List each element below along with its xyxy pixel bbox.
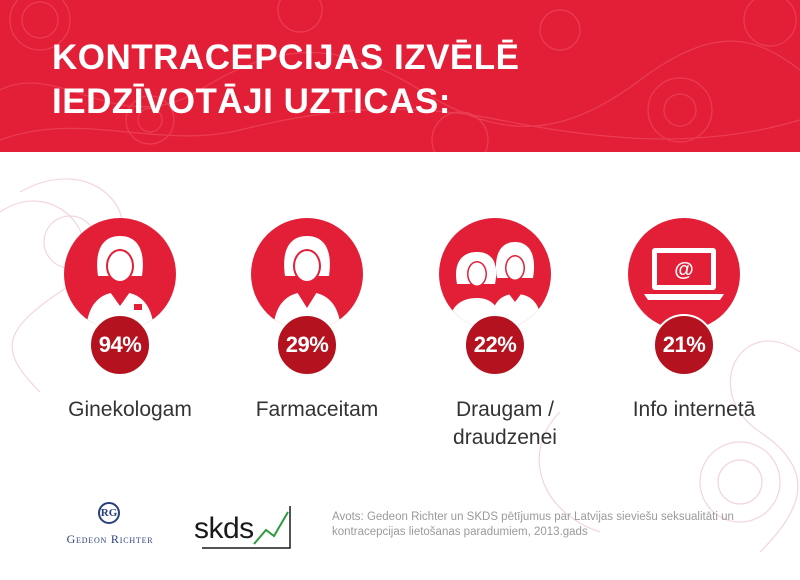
source-line-1: Avots: Gedeon Richter un SKDS pētījumus … [332,511,734,523]
value-badge: 29% [276,314,338,376]
value-badge: 21% [653,314,715,376]
page-title: KONTRACEPCIJAS IZVĒLĒ IEDZĪVOTĀJI UZTICA… [52,36,752,124]
banner-ornament [0,0,800,152]
laptop-icon: @ [628,218,740,330]
gedeon-richter-name: Gedeon Richter [66,532,154,546]
header-banner: KONTRACEPCIJAS IZVĒLĒ IEDZĪVOTĀJI UZTICA… [0,0,800,152]
value-badge: 94% [89,314,151,376]
source-note: Avots: Gedeon Richter un SKDS pētījumus … [332,510,772,540]
skds-logo: skds [194,504,294,550]
chart-item: 29% Farmaceitam [237,218,378,421]
category-label: Draugam / draudzenei [405,396,605,452]
category-label: Farmaceitam [217,396,417,424]
svg-text:@: @ [674,259,694,281]
doctor-icon [64,218,176,330]
friends-icon [439,218,551,330]
category-label-line: Ginekologam [68,398,192,421]
gedeon-richter-logo: RG Gedeon Richter [50,502,170,550]
category-label: Ginekologam [30,396,230,424]
chart-item: 94% Ginekologam [50,218,192,421]
category-label-line: Draugam / [455,398,555,421]
skds-logo-mark [202,506,291,549]
category-label-line: draudzenei [453,426,557,449]
category-label: Info internetā [594,396,794,424]
chart-item: 22% Draugam / draudzenei [425,218,565,449]
source-line-2: kontracepcijas lietošanas paradumiem, 20… [332,526,588,538]
title-line-1: KONTRACEPCIJAS IZVĒLĒ [52,38,520,77]
category-label-line: Info internetā [632,398,756,421]
pharmacist-icon [251,218,363,330]
value-badge: 22% [464,314,526,376]
skds-logo-text: skds [194,512,254,545]
chart-item: @21% Info internetā [614,218,755,421]
category-label-line: Farmaceitam [255,398,379,421]
title-line-2: IEDZĪVOTĀJI UZTICAS: [52,82,451,121]
gedeon-richter-emblem: RG [98,502,120,524]
